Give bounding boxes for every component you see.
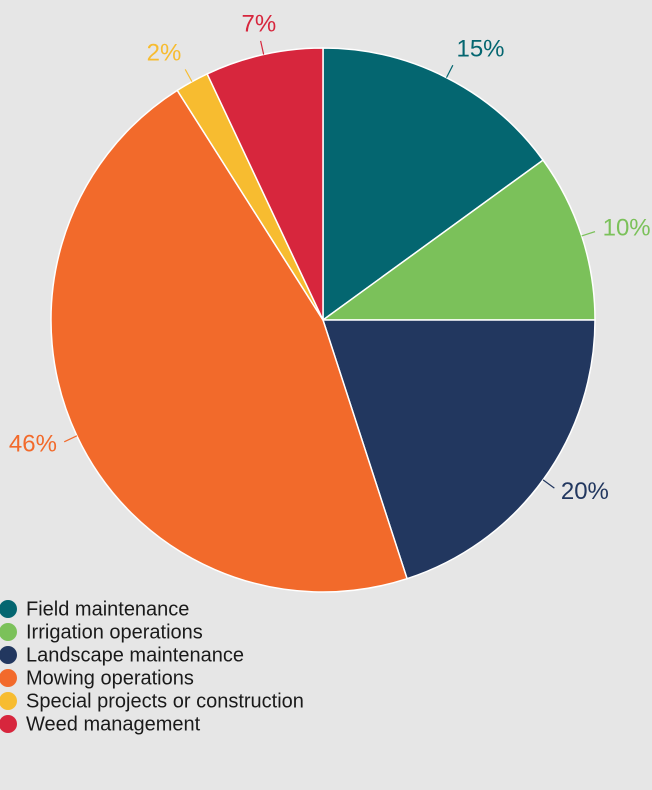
legend-swatch [0,600,17,618]
legend-swatch [0,623,17,641]
leader-line [445,64,454,78]
data-label: 10% [603,214,651,241]
leader-line [63,435,78,443]
legend-label: Weed management [26,713,201,735]
legend-swatch [0,692,17,710]
legend-swatch [0,715,17,733]
data-label: 20% [561,478,609,505]
legend-label: Field maintenance [26,598,189,620]
pie-slice [320,159,596,321]
data-label: 15% [456,35,504,62]
pie-slice [322,47,545,322]
leader-line [581,231,596,237]
pie-slice [321,319,596,580]
data-label: 2% [147,40,182,67]
legend-label: Special projects or construction [26,690,304,712]
legend-label: Irrigation operations [26,621,203,643]
legend-label: Mowing operations [26,667,194,689]
leader-line [184,69,193,82]
legend-swatch [0,669,17,687]
data-label: 7% [242,10,277,37]
pie-slice [206,47,324,321]
pie-slice [50,89,408,593]
leader-line [260,40,265,55]
legend-label: Landscape maintenance [26,644,244,666]
data-label: 46% [9,431,57,458]
legend-swatch [0,646,17,664]
leader-line [542,479,555,489]
